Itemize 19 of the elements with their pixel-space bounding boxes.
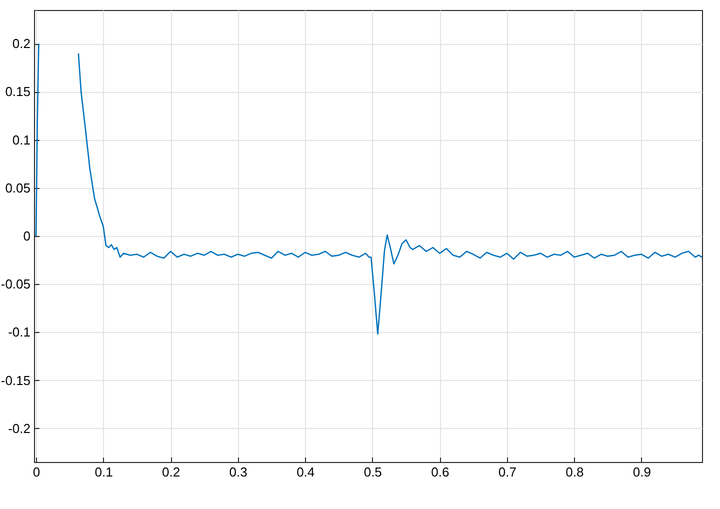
x-tick-label: 0.7	[498, 464, 516, 480]
y-tick-label: 0	[23, 228, 30, 244]
y-tick-label: 0.15	[5, 84, 30, 100]
y-tick-label: -0.05	[0, 276, 30, 292]
y-tick-label: -0.2	[8, 420, 30, 436]
y-tick-label: 0.05	[5, 180, 30, 196]
x-tick-label: 0.2	[162, 464, 180, 480]
x-tick-label: 0	[32, 464, 40, 480]
y-tick-label: 0.1	[12, 132, 30, 148]
x-tick-label: 0.1	[94, 464, 113, 480]
x-tick-label: 0.9	[632, 464, 651, 480]
y-tick-label: -0.1	[8, 324, 30, 340]
x-tick-label: 0.5	[364, 464, 382, 480]
x-tick-label: 0.4	[296, 464, 315, 480]
x-tick-label: 0.8	[566, 464, 584, 480]
y-tick-label: 0.2	[12, 36, 30, 52]
y-tick-label: -0.15	[0, 372, 30, 388]
x-tick-label: 0.6	[431, 464, 450, 480]
x-tick-label: 0.3	[229, 464, 248, 480]
